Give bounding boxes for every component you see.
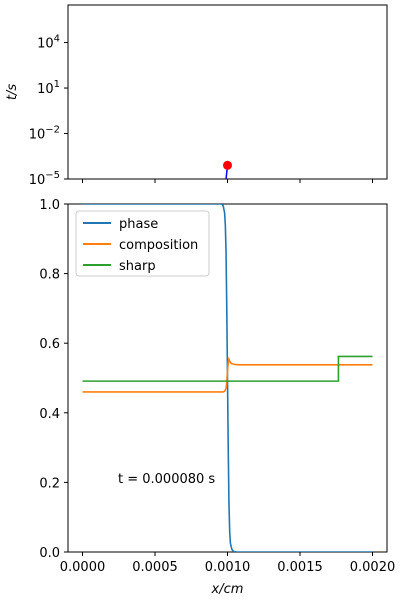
bottom-xtick-label: 0.0010 <box>205 560 251 575</box>
bottom-ytick-label: 1.0 <box>39 198 60 213</box>
top-ytick-label: 10−2 <box>29 125 60 143</box>
top-ytick-exp: −2 <box>45 125 60 136</box>
top-point-marker <box>223 160 232 170</box>
top-ytick-exp: −5 <box>45 170 60 181</box>
bottom-ytick-label: 0.2 <box>39 476 60 491</box>
time-annotation: t = 0.000080 s <box>118 472 215 487</box>
legend-box <box>75 210 210 277</box>
top-ytick-base: 10 <box>29 173 46 188</box>
bottom-xtick-label: 0.0015 <box>277 560 323 575</box>
bottom-ytick-label: 0.0 <box>39 546 60 561</box>
top-ytick-exp: 1 <box>54 79 60 90</box>
bottom-ytick-label: 0.8 <box>39 268 60 283</box>
top-ytick-base: 10 <box>37 37 54 52</box>
series-line-sharp <box>82 355 373 382</box>
bottom-xtick-label: 0.0000 <box>60 560 106 575</box>
bottom-xtick-label: 0.0020 <box>350 560 396 575</box>
series-line-phase <box>82 204 373 552</box>
top-ytick-base: 10 <box>29 128 46 143</box>
bottom-ytick-label: 0.4 <box>39 407 60 422</box>
top-plot-frame <box>67 4 388 180</box>
top-ytick-exp: 4 <box>54 34 60 45</box>
legend-label-phase: phase <box>119 217 158 232</box>
top-ylabel: t/s <box>5 84 20 100</box>
series-line-composition <box>82 356 373 393</box>
bottom-xlabel: x/cm <box>211 582 244 597</box>
top-ytick-label: 10−5 <box>29 170 60 188</box>
legend-label-sharp: sharp <box>119 259 156 274</box>
top-ytick-label: 104 <box>37 34 60 52</box>
legend-label-composition: composition <box>119 238 198 253</box>
bottom-panel: 0.0 0.2 0.4 0.6 0.8 1.0 0.0000 0.0005 0.0010 0.00… <box>39 198 395 597</box>
top-ytick-label: 101 <box>37 79 60 97</box>
top-ytick-base: 10 <box>37 82 54 97</box>
bottom-ytick-label: 0.6 <box>39 337 60 352</box>
bottom-xtick-label: 0.0005 <box>132 560 178 575</box>
